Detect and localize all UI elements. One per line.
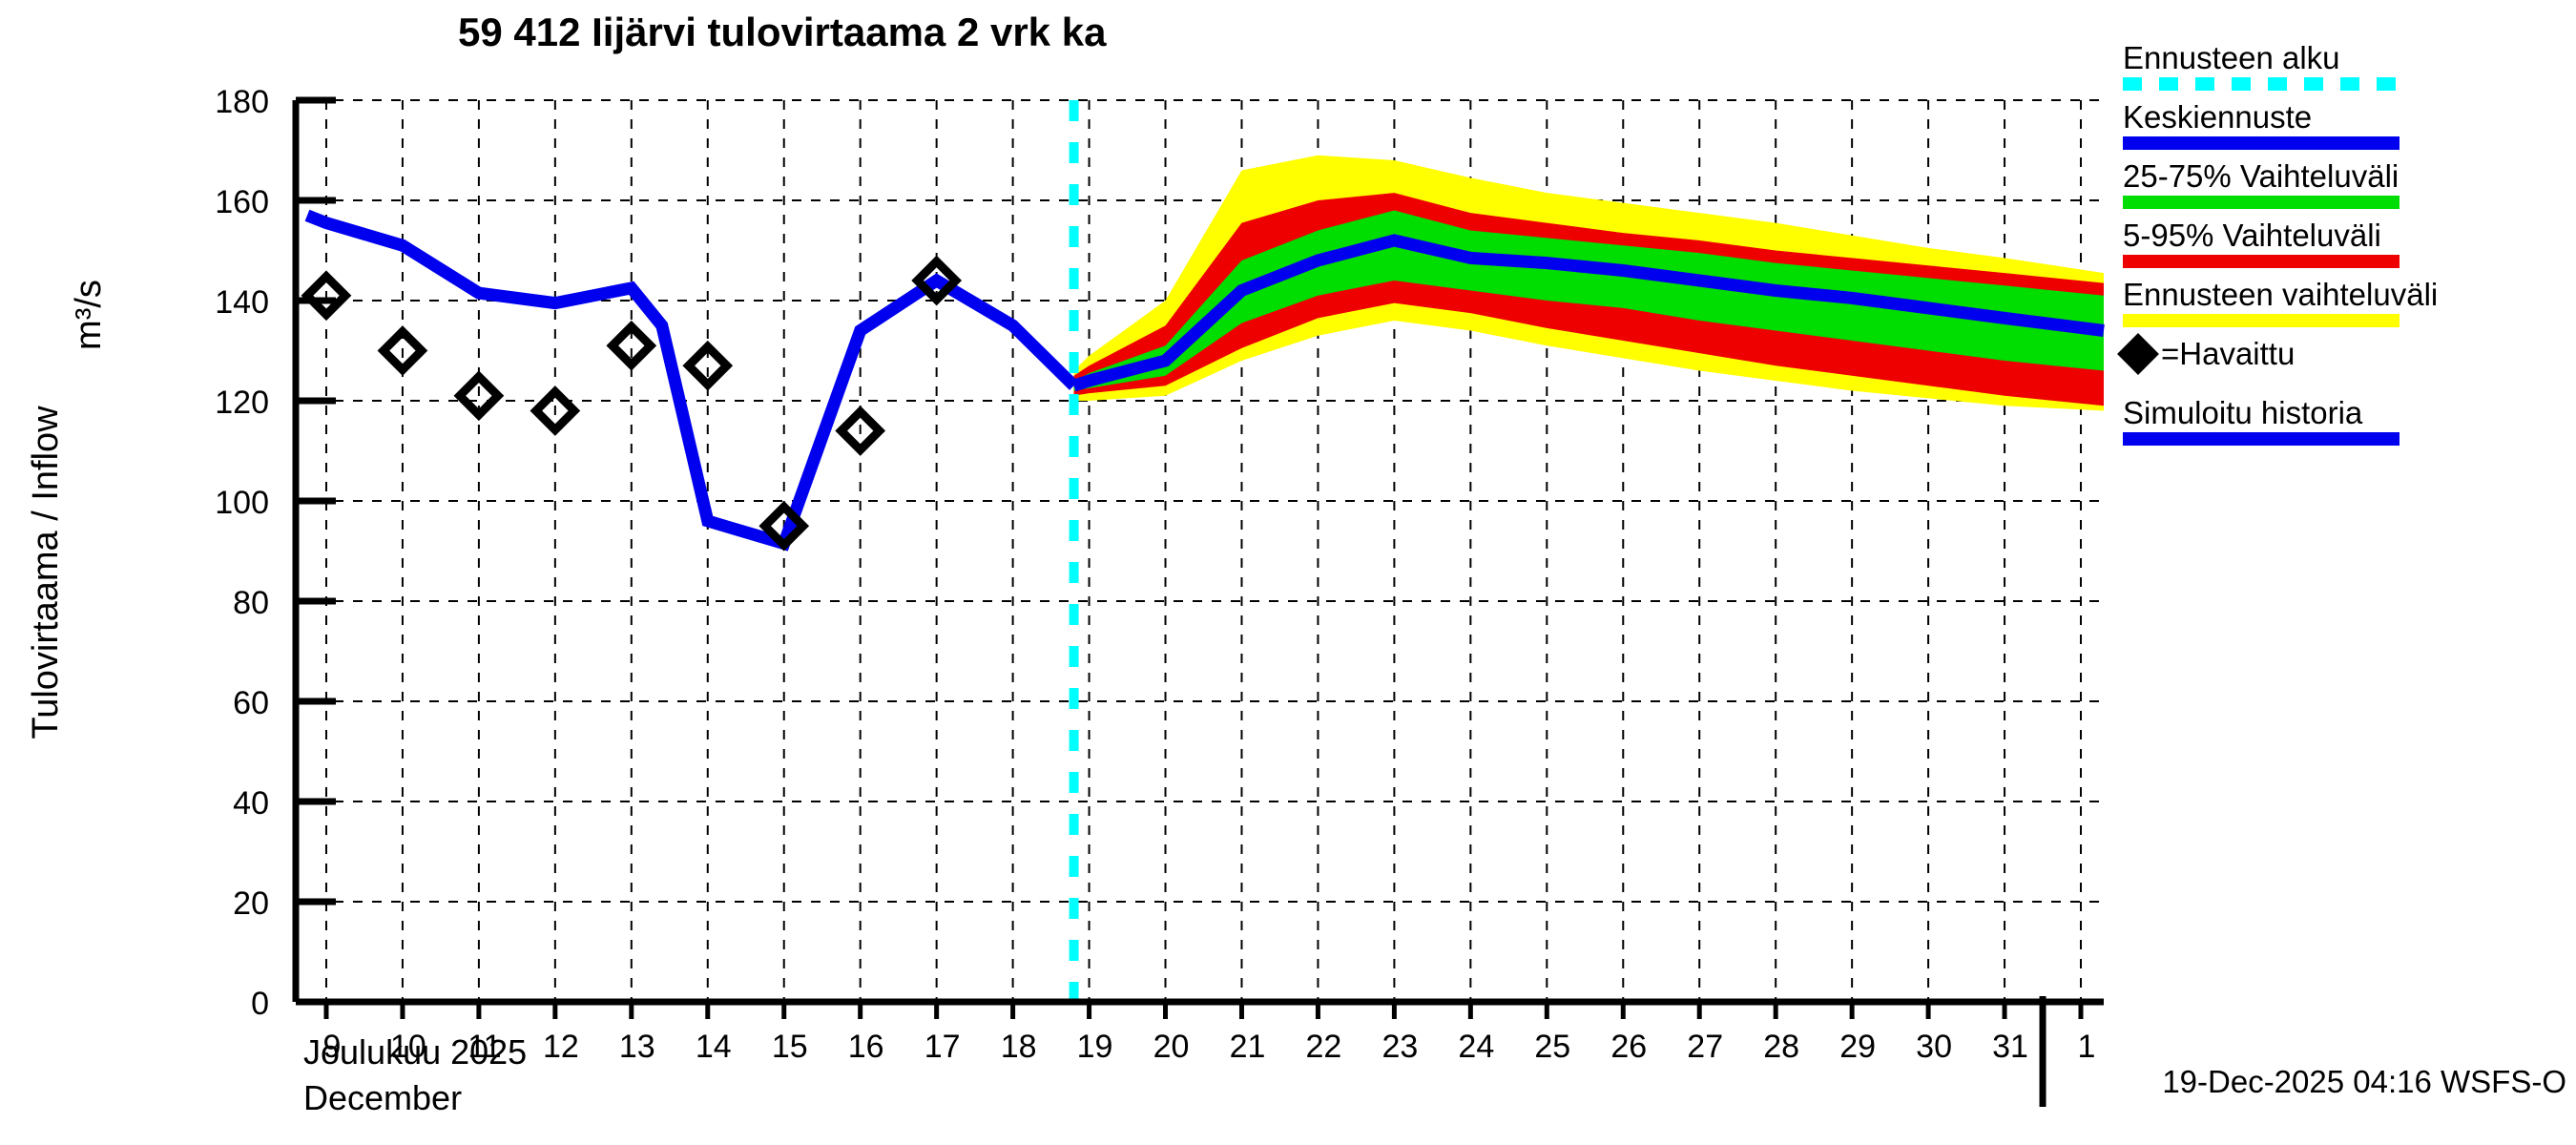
x-axis-tick-label: 27 [1687, 1029, 1723, 1065]
x-axis-tick-label: 19 [1077, 1029, 1113, 1065]
legend-item-label: 25-75% Vaihteluväli [2123, 158, 2399, 194]
y-axis-tick-label: 80 [233, 585, 269, 621]
legend-item-label: Ennusteen alku [2123, 40, 2340, 75]
x-axis-tick-label: 23 [1381, 1029, 1418, 1065]
y-axis-tick-label: 160 [215, 184, 269, 220]
x-axis-tick-label: 14 [696, 1029, 732, 1065]
legend-item: Ennusteen alku [2123, 40, 2399, 91]
x-axis-tick-label: 26 [1610, 1029, 1647, 1065]
x-axis-tick-label: 15 [772, 1029, 808, 1065]
footer-timestamp: 19-Dec-2025 04:16 WSFS-O [2162, 1064, 2566, 1099]
line-median-forecast [1071, 234, 2105, 392]
x-axis-tick-label: 13 [619, 1029, 655, 1065]
y-axis-tick-label: 120 [215, 385, 269, 421]
y-axis-tick-labels: 0 20 40 60 80 100 120 140 160 180 [215, 84, 269, 1022]
legend-item: =Havaittu [2117, 333, 2295, 375]
x-axis-tick-label: 12 [543, 1029, 579, 1065]
legend-item-label: Ennusteen vaihteluväli [2123, 277, 2438, 312]
observed-data-point [377, 325, 428, 376]
x-axis-month-label-fi: Joulukuu 2025 [303, 1032, 527, 1072]
legend-item: 5-95% Vaihteluväli [2123, 218, 2399, 268]
legend-diamond-icon [2117, 333, 2159, 375]
y-axis-title: Tulovirtaama / Inflow [26, 406, 66, 739]
observed-data-point [301, 270, 352, 322]
legend: Ennusteen alku Keskiennuste 25-75% Vaihtel… [2117, 40, 2438, 446]
x-axis-tick-label: 16 [848, 1029, 884, 1065]
y-axis-tick-label: 140 [215, 284, 269, 321]
legend-item-label: =Havaittu [2161, 336, 2295, 371]
x-axis-tick-label: 25 [1534, 1029, 1570, 1065]
legend-item-label: Simuloitu historia [2123, 395, 2363, 430]
x-axis-month-label-en: December [303, 1078, 462, 1117]
legend-item-label: 5-95% Vaihteluväli [2123, 218, 2381, 253]
observed-data-point [453, 370, 505, 422]
y-axis-tick-label: 20 [233, 885, 269, 922]
y-axis-tick-label: 100 [215, 485, 269, 521]
x-axis-tick-label: 30 [1916, 1029, 1952, 1065]
x-axis-tick-label: 17 [924, 1029, 961, 1065]
y-axis-unit-label: m³/s [69, 280, 109, 350]
x-axis-tick-label: 9 [323, 1029, 342, 1065]
y-axis-tick-label: 180 [215, 84, 269, 120]
observed-markers [301, 255, 963, 552]
chart-title: 59 412 Iijärvi tulovirtaama 2 vrk ka [458, 10, 1107, 54]
x-axis-tick-label: 20 [1153, 1029, 1190, 1065]
line-simulated-history [304, 209, 1079, 552]
x-axis-tick-label: 21 [1230, 1029, 1266, 1065]
y-axis-tick-label: 0 [251, 986, 269, 1022]
legend-item-label: Keskiennuste [2123, 99, 2312, 135]
x-axis-tick-label: 1 [2078, 1029, 2096, 1065]
x-axis-tick-label: 22 [1306, 1029, 1342, 1065]
axes [292, 96, 2104, 1107]
legend-item: Ennusteen vaihteluväli [2123, 277, 2438, 327]
x-axis-tick-label: 29 [1839, 1029, 1876, 1065]
x-axis-tick-label: 18 [1001, 1029, 1037, 1065]
observed-data-point [682, 340, 734, 391]
observed-data-point [758, 500, 810, 552]
observed-data-point [606, 320, 657, 371]
x-axis-tick-label: 24 [1458, 1029, 1494, 1065]
x-axis-tick-label: 28 [1763, 1029, 1799, 1065]
observed-data-point [911, 255, 963, 306]
y-axis-tick-label: 40 [233, 785, 269, 822]
x-axis-tick-label: 11 [467, 1029, 501, 1065]
x-axis-tick-labels: 9 10 11 12 13 14 15 16 17 18 19 20 21 22 23 24 25 26 27 28 2… [323, 1029, 2096, 1065]
data-series [304, 209, 2105, 552]
observed-data-point [835, 406, 886, 456]
legend-item: Keskiennuste [2123, 99, 2399, 150]
legend-item: Simuloitu historia [2123, 395, 2399, 446]
x-axis-tick-label: 10 [390, 1029, 426, 1065]
x-axis-tick-label: 31 [1992, 1029, 2028, 1065]
observed-data-point [530, 385, 581, 436]
legend-item: 25-75% Vaihteluväli [2123, 158, 2399, 209]
y-axis-tick-label: 60 [233, 685, 269, 721]
